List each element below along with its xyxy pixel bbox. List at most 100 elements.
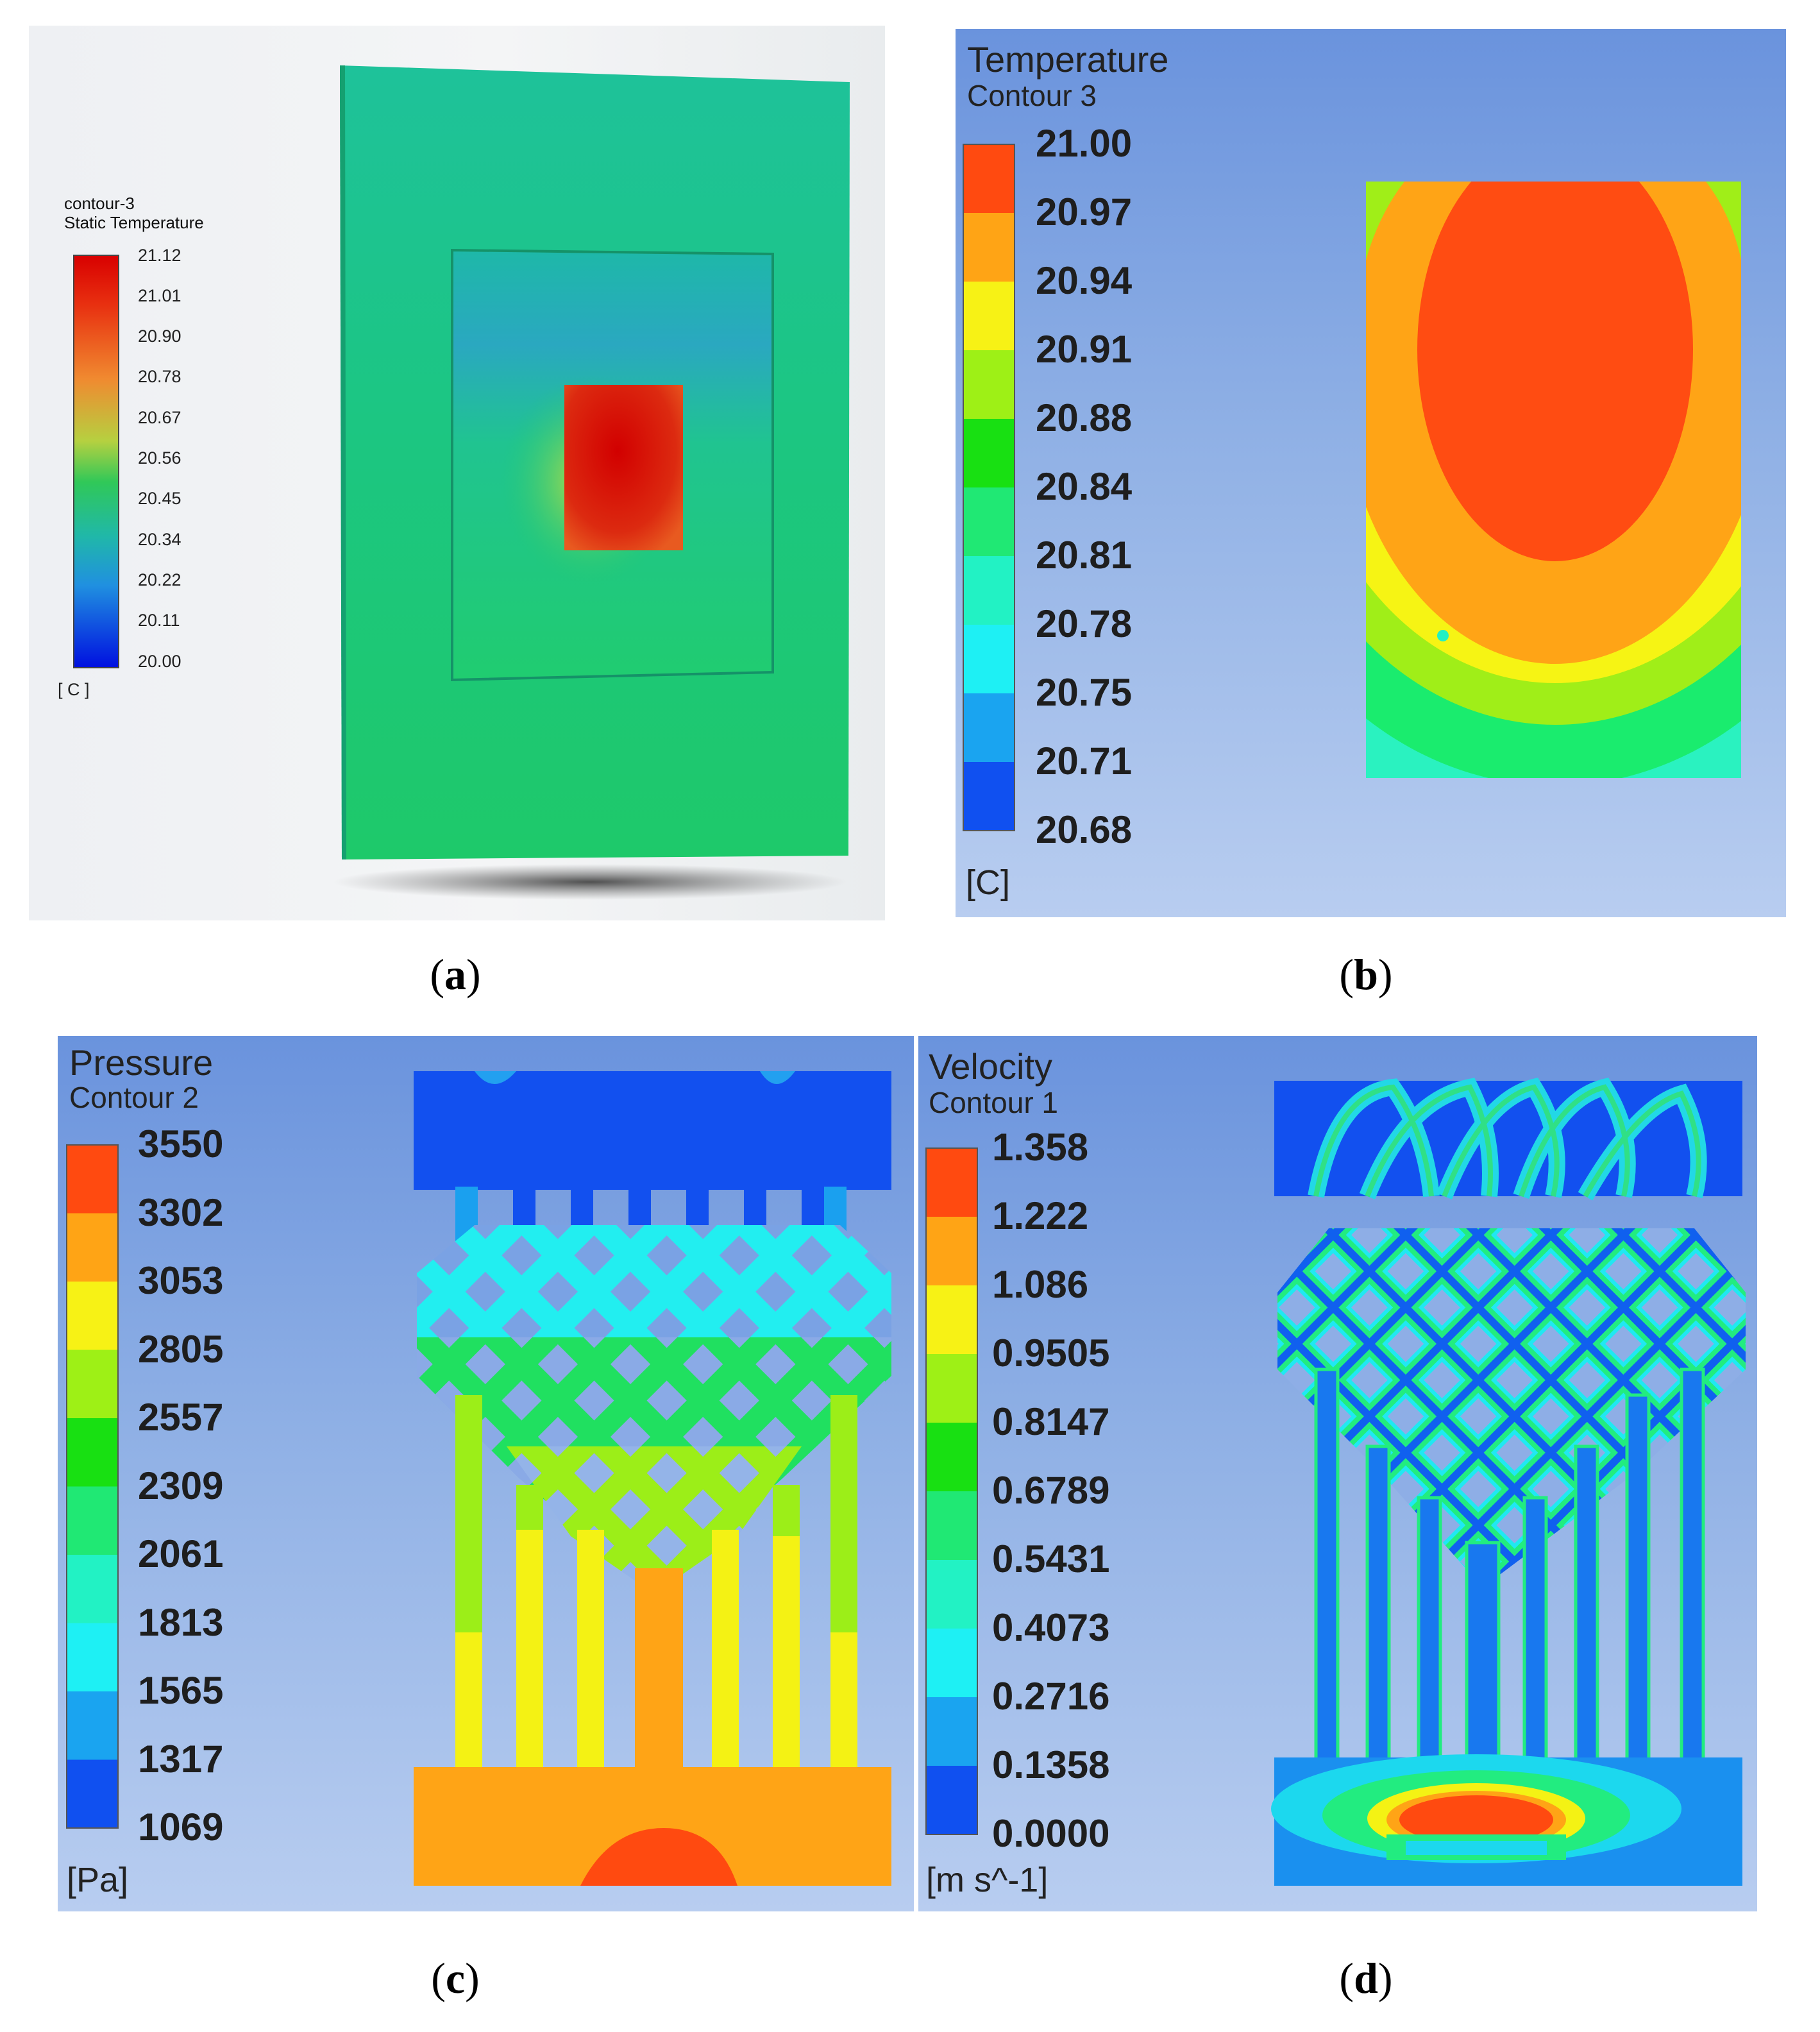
unit-label: [m s^-1] <box>926 1861 1049 1899</box>
tick-label: 20.71 <box>1036 740 1133 783</box>
tick-label: 0.1358 <box>992 1743 1110 1786</box>
color-band <box>926 1148 977 1217</box>
tick-label: 3302 <box>138 1190 224 1234</box>
temperature-contour <box>1366 182 1741 778</box>
tick-label: 20.91 <box>1036 328 1133 371</box>
color-band <box>67 1486 118 1555</box>
color-band <box>963 762 1015 831</box>
color-band <box>67 1213 118 1282</box>
color-band <box>963 213 1015 282</box>
caption-letter: d <box>1354 1954 1378 2002</box>
color-bar-frame <box>963 144 1015 831</box>
color-band <box>926 1697 977 1766</box>
tick-label: 20.00 <box>138 652 181 671</box>
tick-label: 2061 <box>138 1532 224 1575</box>
panel-a-static-temperature: contour-3 Static Temperature 21.12 21.01… <box>29 26 885 920</box>
caption-b: (b) <box>1339 950 1393 999</box>
color-bar <box>963 144 1015 831</box>
tick-label: 20.56 <box>138 448 181 468</box>
tick-label: 20.84 <box>1036 465 1133 508</box>
color-band <box>67 1623 118 1692</box>
tick-label: 20.88 <box>1036 396 1133 439</box>
panel-a-graphic <box>73 65 850 900</box>
tick-label: 1.086 <box>992 1263 1089 1306</box>
caption-letter: c <box>445 1954 466 2002</box>
tick-label: 21.00 <box>1036 122 1133 165</box>
color-bar <box>73 255 119 668</box>
tick-label: 3550 <box>138 1122 224 1165</box>
plate-edge <box>340 65 346 859</box>
caption-c: (c) <box>431 1954 480 2002</box>
unit-label: [C] <box>966 863 1011 902</box>
color-band <box>67 1350 118 1419</box>
tick-label: 20.94 <box>1036 259 1133 302</box>
velocity-contour <box>1271 1078 1746 1886</box>
color-bar-frame <box>925 1147 978 1835</box>
tick-label: 2557 <box>138 1396 224 1439</box>
legend-title: Pressure <box>69 1042 214 1083</box>
color-band <box>963 693 1015 763</box>
pressure-contour <box>414 1071 891 1886</box>
color-band <box>67 1418 118 1487</box>
tick-label: 1317 <box>138 1737 224 1781</box>
tick-label: 20.81 <box>1036 534 1133 577</box>
tick-label: 1.222 <box>992 1194 1089 1237</box>
color-band <box>926 1423 977 1492</box>
color-band <box>963 282 1015 351</box>
tick-label: 20.97 <box>1036 190 1133 233</box>
tick-label: 20.45 <box>138 489 181 508</box>
tick-label: 20.75 <box>1036 671 1133 714</box>
panel-c-graphic <box>66 1071 891 1886</box>
tick-label: 20.68 <box>1036 808 1133 851</box>
tick-label: 1.358 <box>992 1126 1089 1169</box>
tick-label: 0.8147 <box>992 1400 1110 1443</box>
panel-b-temperature: Temperature Contour 3 21.00 20.97 20.94 20.… <box>956 29 1786 917</box>
color-band <box>67 1145 118 1214</box>
color-bar <box>66 1144 119 1829</box>
tick-label: 0.2716 <box>992 1675 1110 1718</box>
color-band <box>67 1691 118 1760</box>
color-band <box>67 1282 118 1350</box>
tick-label: 2309 <box>138 1464 224 1507</box>
color-band <box>926 1766 977 1835</box>
color-band <box>963 487 1015 557</box>
legend-subtitle: Contour 1 <box>929 1086 1059 1119</box>
tick-label: 20.67 <box>138 408 181 427</box>
tick-label: 20.22 <box>138 570 181 589</box>
caption-letter: b <box>1354 950 1378 999</box>
tick-label: 3053 <box>138 1259 224 1302</box>
color-band <box>963 350 1015 419</box>
tick-label: 20.78 <box>138 367 181 386</box>
legend-title: Temperature <box>967 39 1169 80</box>
legend-title-contour: contour-3 <box>64 194 135 213</box>
tick-label: 1565 <box>138 1669 224 1712</box>
legend-title: Velocity <box>929 1046 1052 1087</box>
color-band <box>963 625 1015 694</box>
color-band <box>926 1491 977 1561</box>
tick-label: 20.34 <box>138 530 181 549</box>
tick-label: 0.6789 <box>992 1469 1110 1512</box>
color-band <box>926 1217 977 1286</box>
tick-label: 20.11 <box>138 611 180 630</box>
color-band <box>926 1629 977 1698</box>
color-band <box>963 556 1015 625</box>
tick-label: 1813 <box>138 1600 224 1644</box>
color-band <box>67 1555 118 1623</box>
panel-d-velocity: Velocity Contour 1 1.358 1.222 1.086 0.9505… <box>918 1036 1757 1911</box>
tick-label: 20.90 <box>138 326 181 346</box>
panel-d-graphic <box>925 1078 1746 1886</box>
tick-label: 0.4073 <box>992 1606 1110 1649</box>
panel-b-graphic <box>963 144 1741 831</box>
legend-subtitle: Contour 3 <box>967 79 1097 112</box>
color-band <box>67 1759 118 1829</box>
tick-label: 1069 <box>138 1806 224 1849</box>
unit-label: [Pa] <box>67 1861 129 1899</box>
color-bar <box>925 1147 978 1835</box>
color-band <box>926 1354 977 1423</box>
color-bar-frame <box>66 1144 119 1829</box>
legend-subtitle: Contour 2 <box>69 1081 199 1114</box>
tick-label: 0.0000 <box>992 1812 1110 1855</box>
tick-label: 21.01 <box>138 286 181 305</box>
tick-label: 21.12 <box>138 246 181 265</box>
heat-source <box>564 385 683 550</box>
